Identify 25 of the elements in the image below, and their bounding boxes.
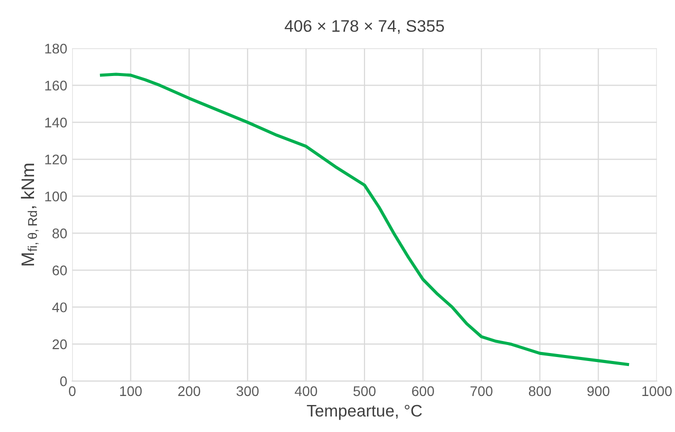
y-tick-label: 40 xyxy=(52,302,67,312)
x-tick-label: 900 xyxy=(587,386,610,396)
x-tick-label: 700 xyxy=(470,386,492,396)
y-tick-label: 120 xyxy=(45,154,67,164)
y-tick-label: 80 xyxy=(52,228,67,238)
y-tick-label: 60 xyxy=(52,265,67,276)
y-tick-label: 100 xyxy=(45,192,67,202)
x-tick-label: 200 xyxy=(178,386,200,396)
line-series xyxy=(100,72,630,366)
x-tick-label: 300 xyxy=(236,386,259,396)
y-tick-label: 0 xyxy=(60,376,67,386)
chart-title: 406 × 178 × 74, S355 xyxy=(284,20,444,34)
y-axis-title: M$_{fi,θ,Rd}$, kNm xyxy=(20,164,39,266)
y-tick-label: 140 xyxy=(45,118,67,128)
x-tick-label: 400 xyxy=(294,386,318,396)
x-tick-label: 100 xyxy=(120,386,142,396)
y-tick-label: 20 xyxy=(52,339,67,350)
x-tick-label: 500 xyxy=(353,386,376,396)
x-tick-label: 600 xyxy=(412,386,434,396)
x-tick-label: 800 xyxy=(528,386,551,396)
x-axis-title: Tempeartue, °C xyxy=(306,404,422,420)
y-tick-label: 160 xyxy=(45,80,67,91)
x-tick-label: 0 xyxy=(68,386,76,396)
y-tick-label: 180 xyxy=(45,44,67,54)
x-tick-label: 1000 xyxy=(642,386,672,396)
